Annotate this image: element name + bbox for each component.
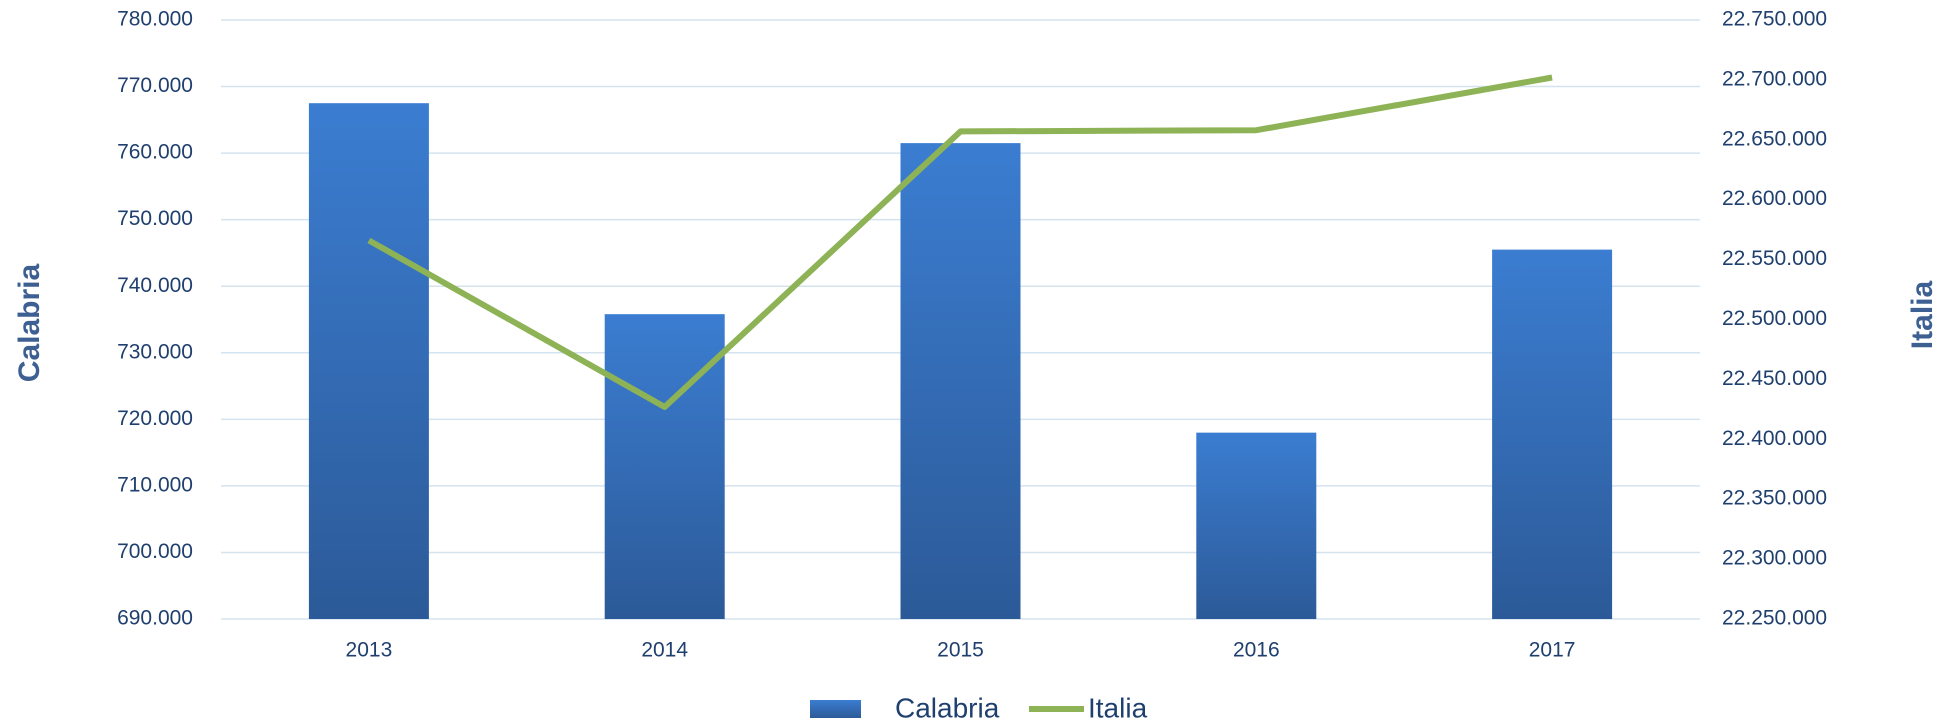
bar — [308, 103, 429, 619]
bar — [604, 314, 725, 619]
y-tick-label: 730.000 — [117, 340, 193, 363]
y-axis-title: Calabria — [13, 263, 46, 382]
y-tick-label: 700.000 — [117, 540, 193, 563]
x-tick-label: 2017 — [1529, 639, 1576, 662]
y-tick-label: 720.000 — [117, 407, 193, 430]
y2-tick-label: 22.350.000 — [1722, 487, 1827, 510]
y2-tick-label: 22.650.000 — [1722, 127, 1827, 150]
bar — [1492, 249, 1613, 619]
x-tick-label: 2013 — [346, 639, 393, 662]
line — [367, 74, 1553, 410]
y2-tick-label: 22.700.000 — [1722, 67, 1827, 90]
legend-label: Calabria — [895, 692, 1000, 723]
y-tick-label: 750.000 — [117, 207, 193, 230]
legend-label: Italia — [1088, 692, 1148, 723]
y-tick-label: 780.000 — [117, 8, 193, 31]
bar — [900, 143, 1021, 619]
y-tick-label: 690.000 — [117, 607, 193, 630]
y-tick-label: 710.000 — [117, 473, 193, 496]
y2-tick-label: 22.250.000 — [1722, 607, 1827, 630]
y2-tick-label: 22.300.000 — [1722, 547, 1827, 570]
y2-tick-label: 22.550.000 — [1722, 247, 1827, 270]
y-tick-label: 760.000 — [117, 141, 193, 164]
bar — [1196, 432, 1317, 619]
legend-swatch — [810, 700, 861, 718]
y2-tick-label: 22.450.000 — [1722, 367, 1827, 390]
y2-axis-title: Italia — [1906, 281, 1939, 350]
y-tick-label: 770.000 — [117, 74, 193, 97]
y2-tick-label: 22.400.000 — [1722, 427, 1827, 450]
x-tick-label: 2014 — [641, 639, 688, 662]
y2-tick-label: 22.600.000 — [1722, 187, 1827, 210]
x-tick-label: 2016 — [1233, 639, 1280, 662]
y-tick-label: 740.000 — [117, 274, 193, 297]
y2-tick-label: 22.750.000 — [1722, 8, 1827, 31]
y2-tick-label: 22.500.000 — [1722, 307, 1827, 330]
x-tick-label: 2015 — [937, 639, 984, 662]
